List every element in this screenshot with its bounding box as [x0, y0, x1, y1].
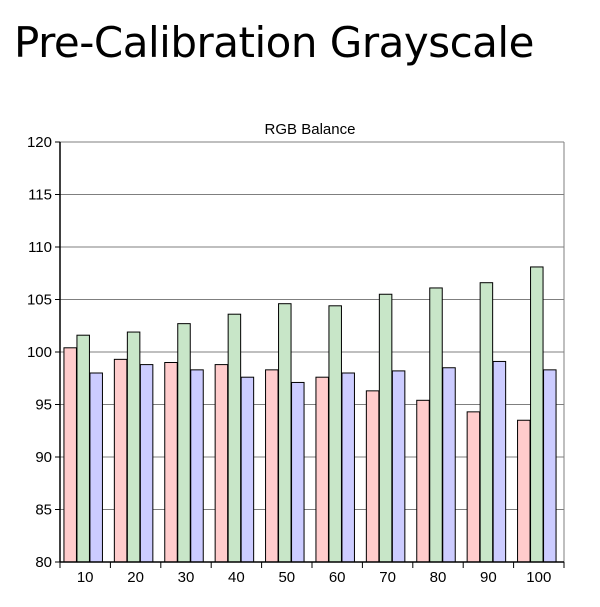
- bar-red-70: [365, 390, 380, 563]
- y-tick-label: 100: [27, 344, 52, 361]
- axes: [55, 141, 565, 568]
- x-tick-label: 70: [379, 569, 396, 586]
- x-tick-label: 50: [278, 569, 295, 586]
- bar-blue-40: [240, 376, 255, 563]
- x-tick-label: 40: [228, 569, 245, 586]
- y-tick-label: 95: [35, 397, 52, 414]
- x-tick-label: 90: [480, 569, 497, 586]
- y-tick-label: 105: [27, 292, 52, 309]
- bar-red-90: [466, 411, 481, 563]
- x-tick-label: 60: [329, 569, 346, 586]
- x-tick-label: 10: [77, 569, 94, 586]
- y-tick-label: 115: [28, 187, 52, 204]
- bars: [63, 266, 557, 563]
- bar-blue-20: [139, 364, 154, 563]
- bar-green-40: [227, 313, 242, 563]
- bar-green-20: [126, 331, 141, 563]
- bar-green-30: [177, 323, 191, 563]
- x-tick-label: 100: [526, 569, 551, 586]
- x-tick-labels: 10 20 30 40 50 60 70 80 90 100: [77, 569, 551, 586]
- bar-blue-80: [442, 367, 456, 563]
- bar-red-60: [315, 376, 329, 563]
- y-tick-label: 90: [35, 449, 52, 466]
- bar-blue-30: [190, 369, 204, 563]
- bar-red-10: [63, 347, 77, 563]
- bar-green-90: [479, 282, 494, 563]
- bar-red-80: [416, 399, 430, 563]
- bar-green-60: [328, 305, 342, 563]
- bar-blue-100: [543, 369, 557, 563]
- bar-green-80: [429, 287, 443, 563]
- bar-blue-60: [341, 372, 355, 563]
- bar-red-50: [265, 369, 279, 563]
- x-tick-label: 20: [127, 569, 144, 586]
- bar-blue-90: [492, 360, 507, 563]
- page-title: Pre-Calibration Grayscale: [14, 18, 534, 67]
- y-tick-label: 85: [35, 502, 52, 519]
- bar-red-20: [113, 358, 128, 563]
- bar-blue-50: [291, 381, 305, 563]
- x-tick-label: 30: [178, 569, 195, 586]
- bar-blue-10: [89, 372, 103, 563]
- bar-red-40: [214, 364, 229, 563]
- bar-blue-70: [391, 370, 406, 563]
- chart-title: RGB Balance: [265, 121, 356, 138]
- x-tick-label: 80: [430, 569, 447, 586]
- bar-red-30: [164, 362, 178, 563]
- y-tick-label: 120: [27, 134, 52, 151]
- bar-red-100: [517, 419, 531, 563]
- y-tick-labels: 80 85 90 95 100 105 110 115 120: [27, 134, 52, 571]
- y-tick-label: 80: [35, 554, 52, 571]
- bar-green-100: [530, 266, 544, 563]
- bar-green-50: [278, 303, 292, 563]
- bar-green-70: [378, 293, 393, 563]
- y-tick-label: 110: [28, 239, 52, 256]
- bar-green-10: [76, 334, 90, 563]
